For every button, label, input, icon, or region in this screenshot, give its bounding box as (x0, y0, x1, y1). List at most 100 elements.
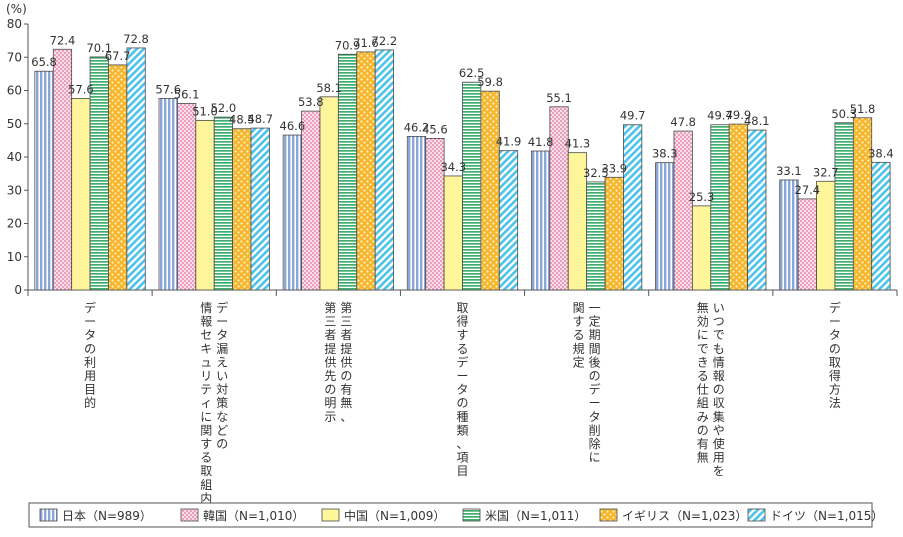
bar (177, 103, 197, 291)
data-label: 48.1 (744, 114, 770, 128)
bar (213, 116, 234, 291)
data-label: 58.1 (316, 81, 342, 95)
bar (319, 96, 339, 291)
bar (462, 81, 482, 291)
data-label: 65.8 (31, 55, 57, 69)
data-label: 46.2 (404, 120, 430, 134)
bar (691, 205, 712, 291)
data-label: 57.6 (68, 82, 94, 96)
data-label: 71.6 (353, 36, 379, 50)
data-label: 53.8 (298, 95, 324, 109)
data-label: 41.3 (565, 137, 591, 151)
data-label: 72.4 (50, 33, 76, 47)
data-label: 45.6 (422, 122, 448, 136)
x-category-label: 取得するデータの種類、項目 (456, 301, 468, 478)
legend-label: ドイツ（N=1,015） (770, 509, 883, 523)
data-label: 51.8 (850, 102, 876, 116)
bar (158, 98, 178, 291)
bar (250, 127, 270, 291)
data-label: 57.6 (155, 82, 181, 96)
x-category-label: 第三者提供の有無、 (340, 301, 352, 424)
data-label: 48.7 (247, 112, 273, 126)
bar (195, 120, 215, 291)
y-tick-label: 50 (7, 117, 22, 131)
bar (747, 129, 767, 291)
data-labels-layer: 65.8 57.6 46.6 46.2 41.8 38.3 33.1 72.4 56.1 53.8… (31, 32, 893, 204)
y-tick-label: 10 (7, 250, 22, 264)
data-label: 49.9 (726, 108, 752, 122)
data-label: 33.1 (776, 164, 802, 178)
x-category-label: 一定期間後のデータ削除に (589, 301, 601, 465)
data-label: 70.1 (86, 41, 112, 55)
data-label: 59.8 (477, 75, 503, 89)
bars-layer (34, 47, 891, 291)
y-tick-label: 0 (14, 283, 22, 297)
data-label: 38.4 (868, 146, 894, 160)
legend-swatch (39, 508, 58, 522)
x-category-label: データの取得方法 (829, 300, 841, 410)
data-label: 51.0 (192, 104, 218, 118)
legend-label: 米国（N=1,011） (485, 509, 586, 523)
bar (710, 124, 730, 291)
bar (71, 98, 91, 291)
data-label: 62.5 (459, 66, 485, 80)
data-label: 46.6 (280, 119, 306, 133)
data-label: 41.9 (496, 135, 522, 149)
x-category-label: データの利用目的 (84, 300, 96, 410)
y-tick-label: 60 (7, 84, 22, 98)
bar (655, 162, 675, 291)
data-label: 47.8 (670, 115, 696, 129)
legend-swatch (462, 508, 481, 522)
legend-swatch (747, 508, 766, 522)
data-label: 32.7 (813, 165, 839, 179)
bar (531, 150, 551, 291)
x-category-label: 関する規定 (573, 301, 585, 369)
data-label: 56.1 (174, 87, 200, 101)
y-tick-label: 70 (7, 50, 22, 64)
bar (232, 128, 252, 291)
data-label: 27.4 (795, 183, 821, 197)
legend-swatch (321, 508, 340, 522)
axes: 0 10 20 30 40 50 60 70 80(%) データの利用目的 データ漏えい対策などの情… (6, 2, 898, 519)
data-label: 55.1 (546, 91, 572, 105)
bar (586, 181, 606, 291)
data-label: 67.7 (105, 49, 131, 63)
bar (356, 51, 376, 291)
bar (282, 134, 302, 291)
data-label: 49.7 (620, 109, 646, 123)
legend-swatch (180, 508, 199, 522)
bar (406, 135, 427, 291)
bar (728, 123, 748, 291)
bar (816, 180, 836, 291)
legend: 日本（N=989） 韓国（N=1,010） 中国（N=1,009） 米国（N=1,01… (28, 502, 883, 528)
bar (871, 161, 891, 291)
bar (852, 117, 873, 291)
legend-label: 韓国（N=1,010） (203, 509, 304, 523)
bar (301, 110, 321, 291)
legend-label: 日本（N=989） (62, 509, 152, 523)
y-tick-label: 20 (7, 217, 22, 231)
bar (834, 122, 854, 291)
data-label: 25.3 (689, 190, 715, 204)
data-label: 33.9 (601, 161, 627, 175)
y-tick-label: 80 (7, 17, 22, 31)
data-label: 49.7 (707, 109, 733, 123)
bar (797, 198, 817, 291)
bar (34, 70, 54, 291)
bar (623, 124, 643, 291)
data-label: 34.3 (440, 160, 466, 174)
legend-label: イギリス（N=1,023） (622, 509, 747, 523)
bar (604, 176, 624, 291)
x-category-label: 無効にできる仕組みの有無 (697, 300, 709, 465)
x-category-label: いつでも情報の収集や使用を (713, 301, 725, 478)
x-category-label: データ漏えい対策などの (216, 300, 228, 451)
y-tick-label: 40 (7, 150, 22, 164)
x-category-label: 第三者提供先の明示 (324, 301, 336, 424)
data-label: 70.9 (335, 38, 361, 52)
data-label: 38.3 (652, 147, 678, 161)
y-unit-label: (%) (6, 2, 27, 16)
data-label: 32.5 (583, 166, 609, 180)
data-label: 52.0 (211, 101, 237, 115)
